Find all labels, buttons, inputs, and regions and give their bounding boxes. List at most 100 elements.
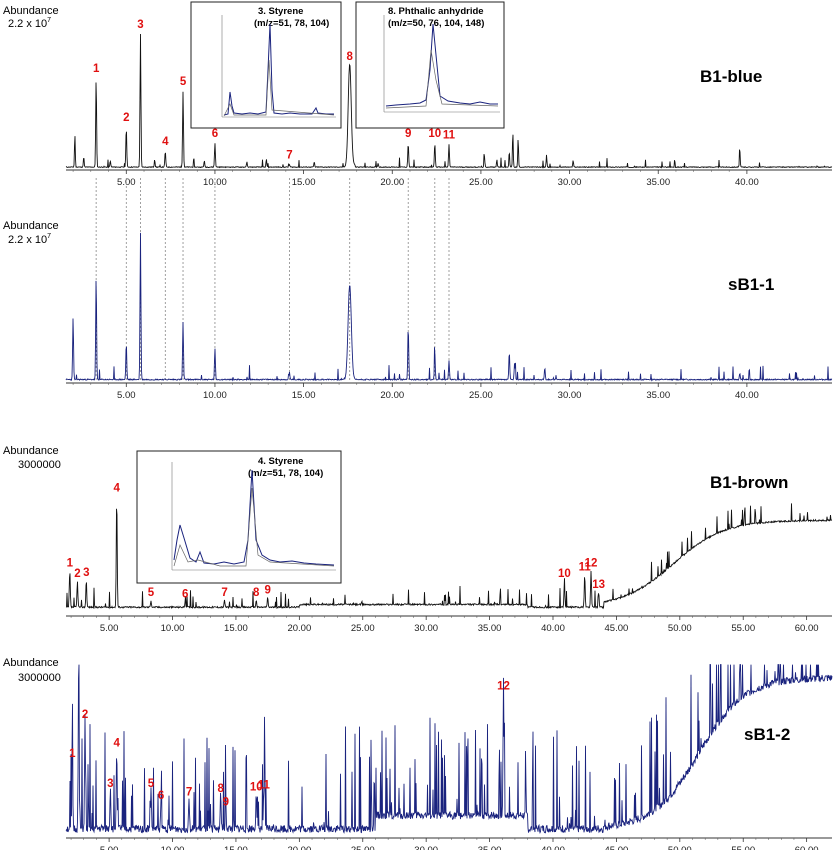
peak-label: 11: [443, 129, 456, 141]
trace: [65, 503, 833, 610]
chromatogram-line: [65, 232, 833, 382]
ymax-label: 3000000: [18, 672, 61, 684]
peak-label: 10: [428, 128, 441, 140]
x-tick-label: 35.00: [646, 390, 670, 401]
peak-label: 12: [585, 557, 598, 569]
peak-label: 4: [114, 482, 121, 494]
x-tick-label: 25.00: [469, 390, 493, 401]
x-tick-label: 25.00: [351, 623, 375, 634]
inset-title: 4. Styrene: [258, 456, 303, 467]
x-tick-label: 40.00: [541, 623, 565, 634]
x-tick-label: 45.00: [605, 845, 629, 850]
ymax-label: 2.2 x 107: [8, 17, 51, 30]
x-tick-label: 20.00: [380, 390, 404, 401]
peak-label: 1: [67, 557, 74, 569]
x-tick-label: 45.00: [605, 623, 629, 634]
inset-trace-secondary: [173, 487, 335, 567]
peak-label: 1: [69, 748, 76, 760]
ymax-label: 2.2 x 107: [8, 233, 51, 246]
x-axis: 5.00 10.00 15.00 20.00 25.00 30.00 35.00 40.00 4…: [66, 615, 832, 634]
x-tick-label: 35.00: [478, 623, 502, 634]
peak-label: 13: [592, 579, 605, 591]
inset-subtitle: (m/z=51, 78, 104): [248, 468, 323, 479]
peak-label: 9: [223, 796, 229, 808]
x-axis: 5.00 10.00 15.00 20.00 25.00 30.00 35.00 40.00 4…: [66, 837, 832, 850]
peak-label: 7: [221, 587, 227, 599]
peak-label: 8: [218, 783, 225, 795]
peak-label: 4: [162, 136, 169, 148]
peak-label: 9: [264, 584, 270, 596]
x-tick-label: 30.00: [414, 845, 438, 850]
ylabel: Abundance: [3, 445, 59, 457]
x-tick-label: 40.00: [735, 390, 759, 401]
peak-label: 6: [158, 790, 164, 802]
chromatogram-line: [65, 664, 833, 834]
trace: [65, 232, 833, 382]
inset-styrene-b1-brown: 4. Styrene (m/z=51, 78, 104): [136, 450, 342, 584]
x-tick-label: 20.00: [380, 177, 404, 188]
panel-label: B1-blue: [700, 67, 762, 86]
peak-label: 6: [212, 128, 218, 140]
inset-subtitle: (m/z=51, 78, 104): [254, 18, 329, 29]
x-tick-label: 15.00: [292, 177, 316, 188]
x-tick-label: 15.00: [224, 623, 248, 634]
trace: [65, 664, 833, 834]
inset-styrene-b1-blue: 3. Styrene (m/z=51, 78, 104): [190, 1, 342, 129]
peak-label: 5: [180, 76, 187, 88]
x-tick-label: 15.00: [224, 845, 248, 850]
chromatogram-line: [65, 503, 833, 610]
peak-label: 2: [123, 112, 129, 124]
peak-label: 3: [107, 778, 113, 790]
ylabel: Abundance: [3, 5, 59, 17]
panel-b1-brown: Abundance 3000000 B1-brown 12 345 6 7 8 91011…: [3, 445, 833, 634]
peak-label: 10: [250, 781, 263, 793]
peak-label: 11: [579, 561, 592, 573]
peak-label: 12: [497, 681, 510, 693]
inset-title: 8. Phthalic anhydride: [388, 6, 484, 17]
x-tick-label: 25.00: [469, 177, 493, 188]
peak-label: 3: [83, 567, 89, 579]
peak-label: 9: [405, 128, 411, 140]
panel-label: B1-brown: [710, 473, 788, 492]
peak-label: 5: [148, 778, 155, 790]
x-tick-label: 20.00: [287, 845, 311, 850]
trace: [65, 33, 833, 169]
x-tick-label: 5.00: [100, 845, 119, 850]
peak-label: 10: [558, 568, 571, 580]
peak-label: 2: [82, 709, 88, 721]
x-axis: 5.00 10.00 15.00 20.00 25.00 30.00 35.00 40.00: [66, 382, 832, 401]
x-tick-label: 10.00: [203, 390, 227, 401]
peak-label: 6: [182, 589, 188, 601]
ymax-label: 3000000: [18, 459, 61, 471]
x-tick-label: 40.00: [735, 177, 759, 188]
x-tick-label: 50.00: [668, 845, 692, 850]
peak-label: 7: [186, 786, 192, 798]
x-tick-label: 30.00: [558, 390, 582, 401]
panel-sb1-1: Abundance 2.2 x 107 sB1-1 5.00 10.00 15.00…: [3, 220, 833, 401]
panel-label: sB1-2: [744, 725, 790, 744]
peak-label: 8: [253, 587, 260, 599]
inset-phthalic-anhydride: 8. Phthalic anhydride (m/z=50, 76, 104, …: [355, 1, 505, 129]
x-tick-label: 55.00: [731, 623, 755, 634]
inset-trace: [223, 23, 334, 116]
inset-trace: [385, 23, 498, 107]
x-tick-label: 25.00: [351, 845, 375, 850]
peak-label: 1: [93, 63, 100, 75]
x-tick-label: 60.00: [795, 845, 819, 850]
inset-trace-secondary: [385, 49, 499, 109]
x-tick-label: 15.00: [292, 390, 316, 401]
peak-label: 5: [148, 587, 155, 599]
panel-label: sB1-1: [728, 275, 774, 294]
x-tick-label: 35.00: [478, 845, 502, 850]
inset-trace-secondary: [223, 59, 335, 117]
x-tick-label: 60.00: [795, 623, 819, 634]
x-tick-label: 10.00: [161, 845, 185, 850]
correlation-lines: [95, 178, 450, 380]
ylabel: Abundance: [3, 657, 59, 669]
peak-label: 2: [74, 568, 80, 580]
x-tick-label: 5.00: [117, 390, 136, 401]
peak-label: 3: [137, 19, 143, 31]
